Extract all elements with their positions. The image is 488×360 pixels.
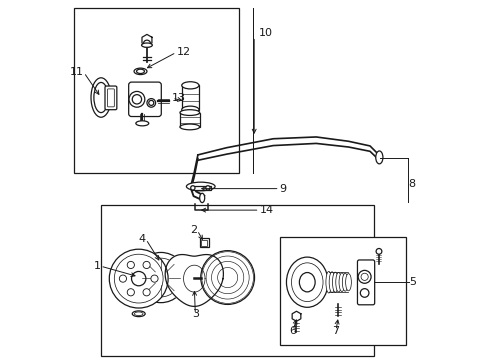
Ellipse shape xyxy=(299,273,314,292)
Circle shape xyxy=(360,289,368,297)
Text: 2: 2 xyxy=(190,225,197,235)
Ellipse shape xyxy=(345,274,351,291)
Ellipse shape xyxy=(342,273,347,291)
Ellipse shape xyxy=(91,78,111,117)
Ellipse shape xyxy=(291,263,323,302)
Circle shape xyxy=(205,186,210,190)
Text: 1: 1 xyxy=(93,261,100,271)
Polygon shape xyxy=(165,255,223,306)
Text: 14: 14 xyxy=(259,205,273,215)
Ellipse shape xyxy=(180,110,199,116)
Circle shape xyxy=(142,261,150,269)
Circle shape xyxy=(201,251,254,305)
Bar xyxy=(180,113,199,127)
Circle shape xyxy=(127,261,134,269)
Ellipse shape xyxy=(134,68,147,75)
FancyBboxPatch shape xyxy=(128,82,161,117)
Text: 11: 11 xyxy=(70,67,83,77)
Bar xyxy=(200,238,208,247)
Ellipse shape xyxy=(132,311,145,317)
Bar xyxy=(280,237,405,345)
Circle shape xyxy=(114,254,163,303)
Circle shape xyxy=(375,248,381,254)
Text: 10: 10 xyxy=(258,28,272,38)
Circle shape xyxy=(132,95,142,104)
Ellipse shape xyxy=(136,121,148,126)
Circle shape xyxy=(109,249,168,308)
Ellipse shape xyxy=(325,271,331,293)
FancyBboxPatch shape xyxy=(357,260,374,305)
Circle shape xyxy=(131,271,145,286)
Text: 3: 3 xyxy=(191,310,199,319)
Ellipse shape xyxy=(332,272,338,292)
Text: 7: 7 xyxy=(332,325,339,336)
FancyBboxPatch shape xyxy=(107,89,114,107)
Ellipse shape xyxy=(180,124,199,130)
Ellipse shape xyxy=(286,257,327,307)
Bar xyxy=(201,240,207,246)
Ellipse shape xyxy=(94,82,108,113)
FancyBboxPatch shape xyxy=(105,86,117,110)
Bar xyxy=(182,85,199,110)
Ellipse shape xyxy=(142,43,152,47)
Circle shape xyxy=(142,258,180,297)
Circle shape xyxy=(153,270,168,285)
Ellipse shape xyxy=(134,312,142,316)
Text: 5: 5 xyxy=(408,277,416,287)
Ellipse shape xyxy=(186,182,215,191)
Circle shape xyxy=(142,289,150,296)
Circle shape xyxy=(147,99,155,107)
Ellipse shape xyxy=(199,193,204,203)
Ellipse shape xyxy=(328,272,334,293)
Ellipse shape xyxy=(338,273,344,292)
Bar xyxy=(74,8,239,173)
Ellipse shape xyxy=(182,106,199,113)
Circle shape xyxy=(127,289,134,296)
Circle shape xyxy=(190,186,195,190)
Ellipse shape xyxy=(335,273,341,292)
Circle shape xyxy=(129,91,144,107)
Circle shape xyxy=(148,100,153,105)
Ellipse shape xyxy=(182,82,199,89)
Circle shape xyxy=(143,40,150,47)
Text: 12: 12 xyxy=(176,47,190,57)
Circle shape xyxy=(151,275,158,282)
Text: 8: 8 xyxy=(408,179,415,189)
Bar xyxy=(190,186,210,190)
Bar xyxy=(101,205,373,356)
Ellipse shape xyxy=(136,69,144,73)
Circle shape xyxy=(119,275,126,282)
Text: 9: 9 xyxy=(279,184,286,194)
Text: 13: 13 xyxy=(172,93,185,103)
Ellipse shape xyxy=(375,151,382,164)
Circle shape xyxy=(357,270,370,283)
Circle shape xyxy=(136,252,185,303)
Text: 4: 4 xyxy=(139,234,145,244)
Text: 6: 6 xyxy=(289,325,296,336)
Circle shape xyxy=(360,273,367,280)
